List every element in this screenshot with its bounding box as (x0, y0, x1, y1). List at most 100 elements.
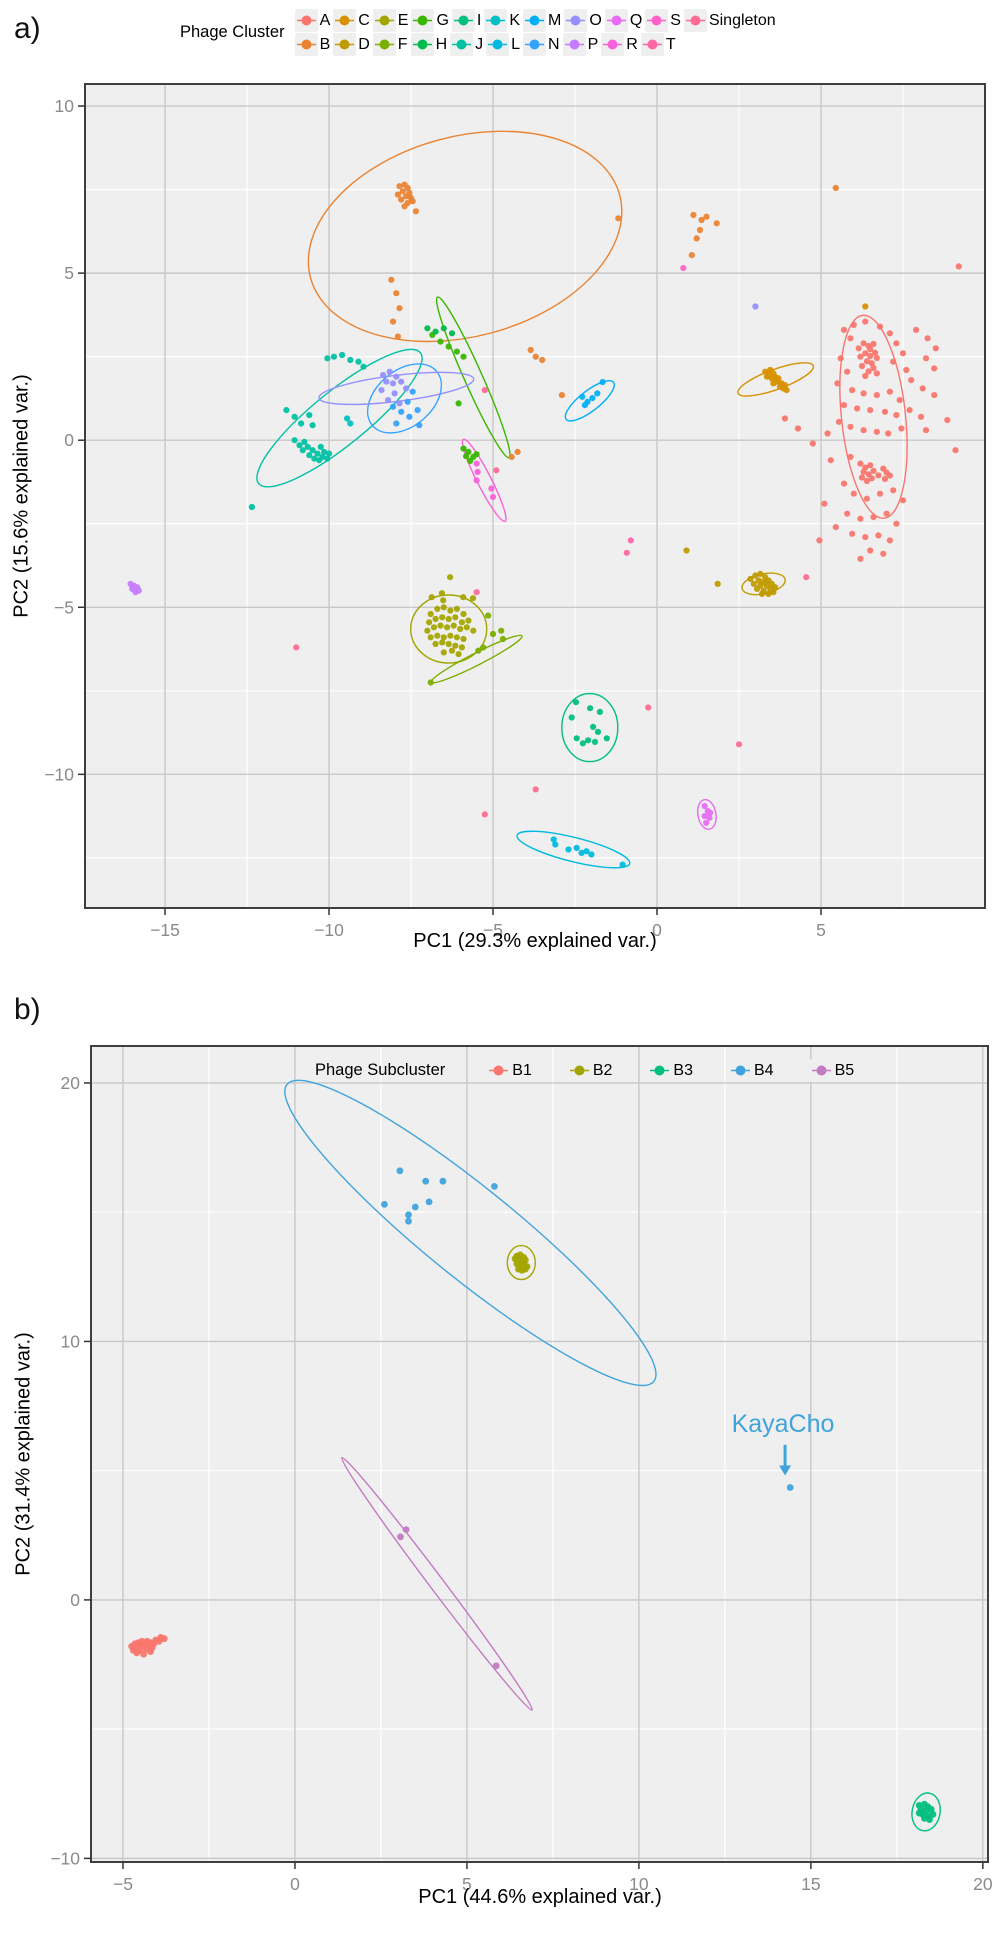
legend-key-icon (567, 1059, 591, 1082)
cluster-B1-points (128, 1634, 168, 1658)
cluster-I-points (568, 699, 610, 747)
cluster-A-points (781, 263, 962, 562)
legend-item-T: T (640, 33, 676, 56)
x-tick-label: 5 (462, 1874, 472, 1894)
legend-item-Q: Q (604, 9, 643, 32)
x-tick-label: −10 (314, 920, 344, 940)
cluster-B4-points (381, 1167, 794, 1491)
cluster-L-points (550, 836, 626, 868)
x-tick-label: −5 (483, 920, 503, 940)
cluster-B-points (388, 181, 839, 460)
legend-label: L (511, 35, 521, 53)
cluster-S-points (680, 265, 687, 272)
cluster-K-points (344, 415, 354, 427)
legend-item-E: E (372, 9, 408, 32)
legend-item-A: A (294, 9, 330, 32)
legend-key-icon (372, 9, 396, 32)
panel-a-label: a) (14, 12, 41, 45)
cluster-Q-ellipse (696, 798, 717, 830)
cluster-B5-points (397, 1526, 500, 1670)
legend-key-icon (450, 33, 474, 56)
legend-item-N: N (523, 33, 560, 56)
panel-a-legend-title: Phage Cluster (180, 23, 285, 41)
cluster-M-ellipse (564, 380, 615, 422)
cluster-B4-ellipse (284, 1079, 657, 1387)
legend-label: B3 (673, 1061, 693, 1079)
cluster-O-points (378, 303, 759, 407)
y-tick-label: 10 (61, 1331, 81, 1351)
legend-item-R: R (601, 33, 638, 56)
y-tick-label: 10 (55, 96, 75, 116)
cluster-J-ellipse (256, 348, 423, 488)
x-tick-label: 10 (629, 1874, 649, 1894)
cluster-L-ellipse (516, 830, 631, 869)
x-tick-label: 20 (973, 1874, 993, 1894)
legend-item-D: D (333, 33, 370, 56)
legend-label: H (435, 35, 448, 53)
cluster-R-ellipse (461, 438, 507, 523)
cluster-B5-ellipse (341, 1456, 533, 1711)
legend-item-B2: B2 (567, 1059, 613, 1082)
legend-item-C: C (333, 9, 370, 32)
legend-key-icon (484, 9, 508, 32)
panel-b-legend-title: Phage Subcluster (315, 1061, 446, 1079)
x-tick-label: −5 (113, 1874, 133, 1894)
x-tick-label: 5 (816, 920, 826, 940)
cluster-A-ellipse (839, 314, 908, 519)
cluster-Singleton-points (293, 387, 810, 818)
cluster-B2-ellipse (506, 1244, 536, 1281)
legend-label: R (626, 35, 638, 53)
legend-label: B2 (592, 1061, 613, 1079)
legend-key-icon (333, 9, 357, 32)
legend-key-icon (523, 9, 547, 32)
legend-key-icon (411, 9, 435, 32)
legend-item-G: G (411, 9, 449, 32)
legend-label: Q (629, 11, 643, 29)
panel-b-background (91, 1046, 988, 1862)
cluster-B3-points (915, 1800, 937, 1823)
legend-item-F: F (372, 33, 408, 56)
legend-item-H: H (410, 33, 448, 56)
cluster-T-points (623, 537, 634, 556)
panel-b-border (90, 1045, 989, 1863)
y-tick-label: −10 (50, 1848, 80, 1868)
y-tick-label: 0 (70, 1590, 80, 1610)
legend-key-icon (333, 33, 357, 56)
panel-a-background (85, 84, 985, 908)
legend-label: M (548, 11, 562, 29)
legend-item-O: O (564, 9, 602, 32)
panel-a-border (84, 83, 986, 909)
legend-key-icon (523, 33, 547, 56)
legend-row: B1 B2 B3 B4 B5 (487, 1059, 890, 1082)
legend-item-J: J (450, 33, 483, 56)
cluster-D-points (683, 547, 779, 598)
panel-b-label: b) (14, 993, 41, 1026)
panel-a-y-axis-title: PC2 (15.6% explained var.) (10, 374, 33, 618)
legend-label: B5 (834, 1061, 855, 1079)
panel-a-legend: Phage Cluster A C E G I K M O Q S Singleton B D F H J L N… (180, 9, 779, 56)
legend-item-B1: B1 (487, 1059, 532, 1082)
cluster-B2-points (511, 1251, 531, 1274)
annotation-kayacho-label: KayaCho (731, 1410, 835, 1438)
legend-label: G (436, 11, 449, 29)
legend-item-B5: B5 (809, 1059, 855, 1082)
legend-key-icon (809, 1059, 833, 1082)
x-tick-label: 0 (652, 920, 662, 940)
cluster-J-points (248, 351, 367, 511)
legend-item-K: K (484, 9, 520, 32)
legend-label: S (670, 11, 681, 29)
legend-label: P (587, 35, 599, 53)
y-tick-label: 5 (64, 263, 74, 283)
cluster-C-points (762, 303, 869, 394)
legend-key-icon (601, 33, 625, 56)
legend-label: B (319, 35, 331, 53)
cluster-F-points (427, 612, 506, 686)
legend-label: I (476, 11, 482, 29)
legend-label: D (358, 35, 370, 53)
legend-key-icon (487, 1059, 511, 1082)
panel-a-legend-items: A C E G I K M O Q S Singleton B D F H J L N P R T (294, 9, 779, 56)
legend-key-icon (683, 9, 707, 32)
legend-key-icon (410, 33, 434, 56)
